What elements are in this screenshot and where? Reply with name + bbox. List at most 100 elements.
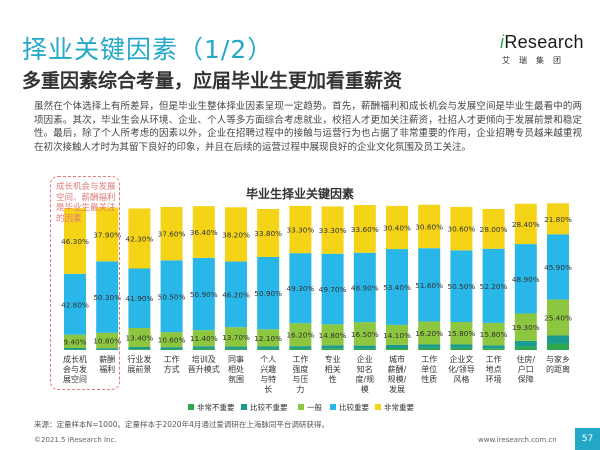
data-label: 48.90%: [512, 275, 540, 284]
x-tick-label: 专业相关性: [325, 354, 341, 384]
page-number: 57: [575, 428, 600, 450]
data-label: 14.80%: [319, 331, 347, 340]
bar-segment: [225, 346, 247, 349]
bar-segment: [418, 321, 441, 345]
bar-segment: [386, 205, 408, 250]
data-label: 28.00%: [480, 225, 508, 234]
stacked-bar-chart: 毕业生择业关键因素 9.40% 42.80% 46.30% 10.80% 50.30% 3…: [61, 186, 572, 412]
bar-segment: [160, 349, 183, 350]
x-tick-label: 个人兴趣与特长: [260, 355, 276, 394]
bar-segment: [482, 248, 505, 323]
bar-segment: [386, 348, 408, 350]
highlight-dashed-box: [50, 176, 120, 390]
legend-label: 一般: [307, 402, 322, 412]
bar-segment: [418, 344, 441, 348]
bar-segment: [450, 322, 473, 345]
logo-wordmark: iResearch: [500, 32, 584, 53]
bar-segment: [418, 347, 441, 350]
data-label: 41.90%: [125, 294, 153, 303]
bar-segment: [547, 234, 569, 300]
legend-swatch: [298, 404, 304, 410]
legend-label: 非常重要: [384, 402, 414, 412]
data-label: 33.80%: [254, 229, 282, 238]
data-label: 46.30%: [61, 237, 89, 246]
chart-title: 毕业生择业关键因素: [246, 186, 354, 201]
logo-subtitle: 艾瑞集团: [502, 56, 570, 65]
bar-segment: [547, 343, 569, 350]
page-title: 择业关键因素（1/2）: [22, 35, 274, 64]
bar-segment: [128, 347, 151, 350]
bar-segment: [482, 208, 505, 249]
data-label: 30.40%: [383, 223, 411, 232]
data-label: 37.60%: [158, 230, 186, 239]
data-label: 49.30%: [286, 284, 314, 293]
bar-segment: [321, 324, 344, 346]
legend-swatch: [241, 404, 247, 410]
data-label: 50.30%: [93, 293, 121, 302]
bar-segment: [353, 322, 376, 346]
highlight-note: 成长机会与发展空间、薪酬福利是毕业生最关注的因素: [56, 182, 116, 224]
bar-segment: [128, 208, 151, 269]
bar-segment: [289, 346, 312, 349]
data-label: 12.10%: [254, 334, 282, 343]
bar-segment: [192, 348, 215, 350]
bar-segment: [386, 324, 408, 345]
logo-i: i: [500, 32, 505, 52]
x-tick-label: 工作方式: [164, 354, 180, 374]
bar-segment: [386, 249, 408, 325]
bar-segment: [386, 344, 408, 349]
bar-segment: [225, 348, 247, 350]
bar-segment: [225, 207, 247, 262]
bar-segment: [482, 322, 505, 346]
data-label: 49.70%: [319, 285, 347, 294]
bar-segment: [547, 299, 569, 336]
bar-segment: [257, 256, 280, 330]
bar-segment: [128, 349, 151, 350]
data-label: 37.90%: [93, 230, 121, 239]
bar-segment: [482, 345, 505, 349]
bar-segment: [64, 273, 86, 335]
bar-segment: [418, 204, 441, 249]
data-label: 11.40%: [190, 334, 218, 343]
x-axis-labels: 成长机会与发展空间薪酬福利行业发展前景工作方式培训及晋升模式同事相处氛围个人兴趣…: [63, 354, 570, 394]
x-tick-label: 同事相处氛围: [228, 354, 244, 384]
legend: 非常不重要 比较不重要 一般 比较重要 非常重要: [188, 402, 414, 412]
bar-segment: [482, 348, 505, 350]
bar-segment: [321, 253, 344, 325]
legend-label: 比较重要: [339, 402, 369, 412]
bar-segment: [514, 340, 537, 347]
bar-segment: [225, 327, 247, 347]
bar-segment: [289, 323, 312, 347]
legend-swatch: [330, 404, 336, 410]
bar-segment: [257, 348, 280, 350]
data-label: 13.40%: [125, 334, 153, 343]
data-label: 53.40%: [383, 283, 411, 292]
data-label: 28.40%: [512, 220, 540, 229]
x-tick-label: 住房/户口保障: [516, 354, 535, 384]
data-label: 48.90%: [351, 283, 379, 292]
bar-segment: [192, 330, 215, 347]
bar-segment: [353, 205, 376, 253]
data-label: 10.60%: [158, 336, 186, 345]
page-subtitle: 多重因素综合考量，应届毕业生更加看重薪资: [22, 70, 403, 92]
bar-segment: [192, 206, 215, 258]
data-label: 19.30%: [512, 323, 540, 332]
data-label: 15.80%: [447, 329, 475, 338]
data-label: 9.40%: [63, 337, 86, 346]
bar-segment: [128, 268, 151, 328]
iresearch-logo: iResearch 艾瑞集团: [500, 30, 592, 70]
bar-segment: [128, 327, 151, 348]
bar-segment: [547, 335, 569, 344]
x-tick-label: 薪酬福利: [99, 354, 115, 374]
bar-segment: [96, 261, 119, 333]
bar-segment: [450, 347, 473, 350]
bar-segment: [160, 207, 183, 261]
bar-segment: [289, 348, 312, 350]
summary-paragraph: 虽然在个体选择上有所差异，但是毕业生整体择业因素呈现一定趋势。首先，薪酬福利和成…: [34, 101, 582, 153]
bar-segment: [353, 348, 376, 350]
data-label: 36.40%: [190, 228, 218, 237]
logo-research: Research: [504, 32, 584, 52]
data-label: 46.20%: [222, 290, 250, 299]
x-tick-label: 企业文化/领导风格: [448, 354, 475, 384]
bar-segment: [192, 257, 215, 331]
